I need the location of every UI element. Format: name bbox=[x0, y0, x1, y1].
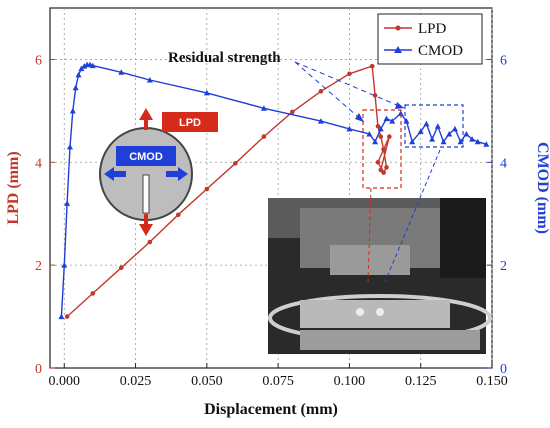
series-point-lpd bbox=[369, 63, 375, 69]
series-point-cmod bbox=[463, 131, 470, 137]
series-point-lpd bbox=[387, 134, 392, 139]
x-tick-label: 0.075 bbox=[262, 374, 294, 389]
series-point-cmod bbox=[260, 105, 267, 111]
series-point-cmod bbox=[440, 138, 447, 145]
legend: LPD CMOD bbox=[377, 13, 483, 65]
series-point-lpd bbox=[118, 265, 124, 271]
series-point-cmod bbox=[397, 110, 404, 116]
series-point-cmod bbox=[61, 262, 68, 268]
zoom-highlights bbox=[362, 104, 464, 283]
x-axis-ticks: 0.000 0.025 0.050 0.075 0.100 0.125 0.150 bbox=[49, 363, 508, 389]
series-point-lpd bbox=[378, 134, 384, 139]
series-point-lpd bbox=[290, 109, 295, 115]
legend-cmod-marker bbox=[394, 46, 402, 53]
left-tick-label: 4 bbox=[35, 156, 42, 171]
series-point-cmod bbox=[146, 77, 153, 83]
right-tick-label: 2 bbox=[500, 259, 507, 274]
inset-cmod-badge bbox=[116, 146, 176, 166]
series-point-lpd bbox=[372, 93, 378, 98]
series-point-cmod bbox=[429, 136, 436, 142]
series-point-cmod bbox=[317, 118, 324, 124]
series-point-cmod bbox=[66, 143, 73, 150]
left-tick-label: 0 bbox=[35, 362, 42, 377]
series-point-cmod bbox=[377, 125, 384, 132]
specimen-photo bbox=[268, 198, 492, 354]
series-point-cmod bbox=[451, 125, 458, 132]
series-point-lpd bbox=[375, 123, 381, 129]
annotation-residual-strength: Residual strength bbox=[168, 50, 281, 66]
right-tick-label: 4 bbox=[500, 156, 507, 171]
series-point-cmod bbox=[346, 125, 353, 132]
series-point-cmod bbox=[64, 200, 71, 206]
series-point-lpd bbox=[204, 186, 210, 192]
right-axis-title: CMOD (mm) bbox=[534, 142, 550, 234]
series-point-lpd bbox=[64, 314, 70, 319]
series-point-cmod bbox=[81, 63, 88, 69]
series-layer bbox=[58, 61, 490, 320]
annotation-arrows bbox=[294, 61, 405, 123]
left-tick-label: 6 bbox=[35, 53, 42, 68]
series-point-cmod bbox=[69, 107, 76, 114]
right-axis-ticks: 0 2 4 6 bbox=[487, 53, 507, 377]
left-tick-label: 2 bbox=[35, 259, 42, 274]
series-point-lpd bbox=[318, 89, 324, 94]
series-point-lpd bbox=[384, 165, 389, 170]
series-point-cmod bbox=[409, 138, 416, 145]
series-point-cmod bbox=[417, 128, 424, 134]
series-point-cmod bbox=[469, 136, 476, 142]
right-tick-label: 0 bbox=[500, 362, 507, 377]
series-point-cmod bbox=[118, 69, 125, 75]
inset-lpd-label: LPD bbox=[179, 117, 201, 129]
x-tick-label: 0.150 bbox=[476, 374, 508, 389]
series-point-lpd bbox=[233, 161, 238, 166]
series-point-cmod bbox=[372, 138, 379, 145]
series-point-cmod bbox=[457, 138, 464, 145]
inset-lpd-badge bbox=[162, 112, 218, 132]
inset-cmod-label: CMOD bbox=[129, 151, 163, 163]
series-point-lpd bbox=[347, 71, 352, 77]
x-tick-label: 0.125 bbox=[405, 374, 437, 389]
x-axis-title: Displacement (mm) bbox=[204, 401, 338, 418]
right-tick-label: 6 bbox=[500, 53, 507, 68]
series-point-cmod bbox=[423, 120, 430, 127]
series-point-cmod bbox=[366, 131, 373, 137]
series-line-lpd bbox=[66, 65, 390, 318]
x-tick-label: 0.000 bbox=[49, 374, 81, 389]
series-point-cmod bbox=[389, 118, 396, 124]
legend-cmod-label: CMOD bbox=[418, 43, 463, 59]
series-point-lpd bbox=[90, 291, 96, 296]
left-axis-title: LPD (mm) bbox=[5, 151, 22, 224]
series-point-lpd bbox=[261, 134, 267, 139]
x-tick-label: 0.100 bbox=[334, 374, 366, 389]
series-point-cmod bbox=[75, 71, 82, 78]
series-point-cmod bbox=[446, 131, 453, 137]
series-point-lpd bbox=[176, 212, 181, 218]
series-point-cmod bbox=[434, 123, 441, 129]
series-point-lpd bbox=[381, 147, 386, 152]
series-point-cmod bbox=[383, 115, 390, 122]
series-point-cmod bbox=[58, 313, 65, 320]
legend-lpd-label: LPD bbox=[418, 21, 447, 37]
x-tick-label: 0.050 bbox=[191, 374, 223, 389]
series-point-cmod bbox=[72, 84, 79, 91]
series-point-lpd bbox=[147, 239, 153, 245]
specimen-diagram: LPD CMOD bbox=[99, 108, 218, 236]
series-point-cmod bbox=[483, 141, 490, 147]
series-point-cmod bbox=[474, 138, 481, 145]
series-point-cmod bbox=[89, 62, 96, 69]
x-tick-label: 0.025 bbox=[120, 374, 152, 389]
left-axis-ticks: 0 2 4 6 bbox=[35, 53, 55, 377]
legend-lpd-marker bbox=[395, 25, 401, 31]
series-point-lpd bbox=[375, 159, 381, 165]
series-point-cmod bbox=[203, 89, 210, 96]
series-point-lpd bbox=[378, 167, 384, 173]
